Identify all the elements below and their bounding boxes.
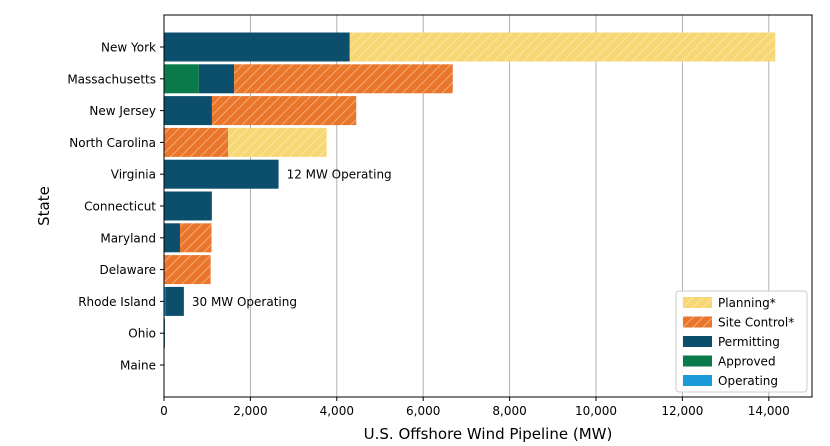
x-axis-label: U.S. Offshore Wind Pipeline (MW) [364, 425, 613, 443]
category-label-maryland: Maryland [100, 231, 156, 245]
x-tick-label: 2,000 [233, 404, 267, 418]
bars [164, 32, 776, 348]
x-tick-label: 8,000 [492, 404, 526, 418]
y-axis-ticks: New York Massachusetts New Jersey North Car… [67, 41, 164, 373]
bar-new-york-permitting [164, 32, 350, 62]
y-axis-label: State [35, 186, 53, 226]
legend-label-site-control: Site Control* [718, 316, 794, 330]
bar-new-jersey-site-control [211, 96, 357, 126]
legend-box [675, 290, 808, 393]
bar-massachusetts-approved [164, 64, 199, 94]
category-label-virginia: Virginia [111, 168, 156, 182]
category-label-ohio: Ohio [128, 327, 156, 341]
legend-swatch-planning [683, 297, 712, 308]
bar-connecticut-permitting [164, 191, 212, 221]
legend-label-operating: Operating [718, 374, 778, 388]
x-tick-label: 14,000 [748, 404, 790, 418]
category-label-maine: Maine [120, 359, 156, 373]
bar-rhode-island-operating [164, 286, 166, 316]
category-label-rhode-island: Rhode Island [78, 295, 156, 309]
x-axis-ticks: 0 2,000 4,000 6,000 8,000 10,000 12,000 14,000 [160, 397, 790, 418]
legend-label-approved: Approved [718, 355, 776, 369]
bar-new-jersey-permitting [164, 96, 212, 126]
legend: Planning* Site Control* Permitting Approved… [675, 290, 808, 393]
category-label-new-jersey: New Jersey [89, 104, 156, 118]
category-label-massachusetts: Massachusetts [67, 72, 156, 86]
legend-swatch-approved [683, 355, 712, 367]
annotation-rhode-island: 30 MW Operating [192, 295, 297, 309]
bar-north-carolina-planning [228, 127, 327, 157]
bar-massachusetts-permitting [198, 64, 235, 94]
bar-delaware-site-control [164, 255, 211, 285]
x-tick-label: 12,000 [661, 404, 703, 418]
bar-rhode-island-permitting [165, 286, 184, 316]
category-label-delaware: Delaware [99, 263, 156, 277]
legend-swatch-operating [683, 375, 712, 386]
bar-new-york-planning [349, 32, 776, 62]
category-label-new-york: New York [101, 41, 156, 55]
x-tick-label: 0 [160, 404, 168, 418]
bar-maryland-site-control [179, 223, 212, 253]
bar-maryland-permitting [164, 223, 180, 253]
legend-label-permitting: Permitting [718, 335, 780, 349]
bar-massachusetts-site-control [234, 64, 453, 94]
annotations: 12 MW Operating 30 MW Operating [192, 168, 392, 309]
legend-swatch-permitting [683, 336, 712, 347]
bar-north-carolina-site-control [164, 127, 229, 157]
category-label-north-carolina: North Carolina [69, 136, 156, 150]
annotation-virginia: 12 MW Operating [287, 168, 392, 182]
category-label-connecticut: Connecticut [84, 200, 156, 214]
bar-virginia-permitting [164, 159, 279, 189]
x-tick-label: 4,000 [320, 404, 354, 418]
x-tick-label: 6,000 [406, 404, 440, 418]
x-tick-label: 10,000 [575, 404, 617, 418]
legend-swatch-site-control [683, 316, 712, 328]
legend-label-planning: Planning* [718, 296, 776, 310]
